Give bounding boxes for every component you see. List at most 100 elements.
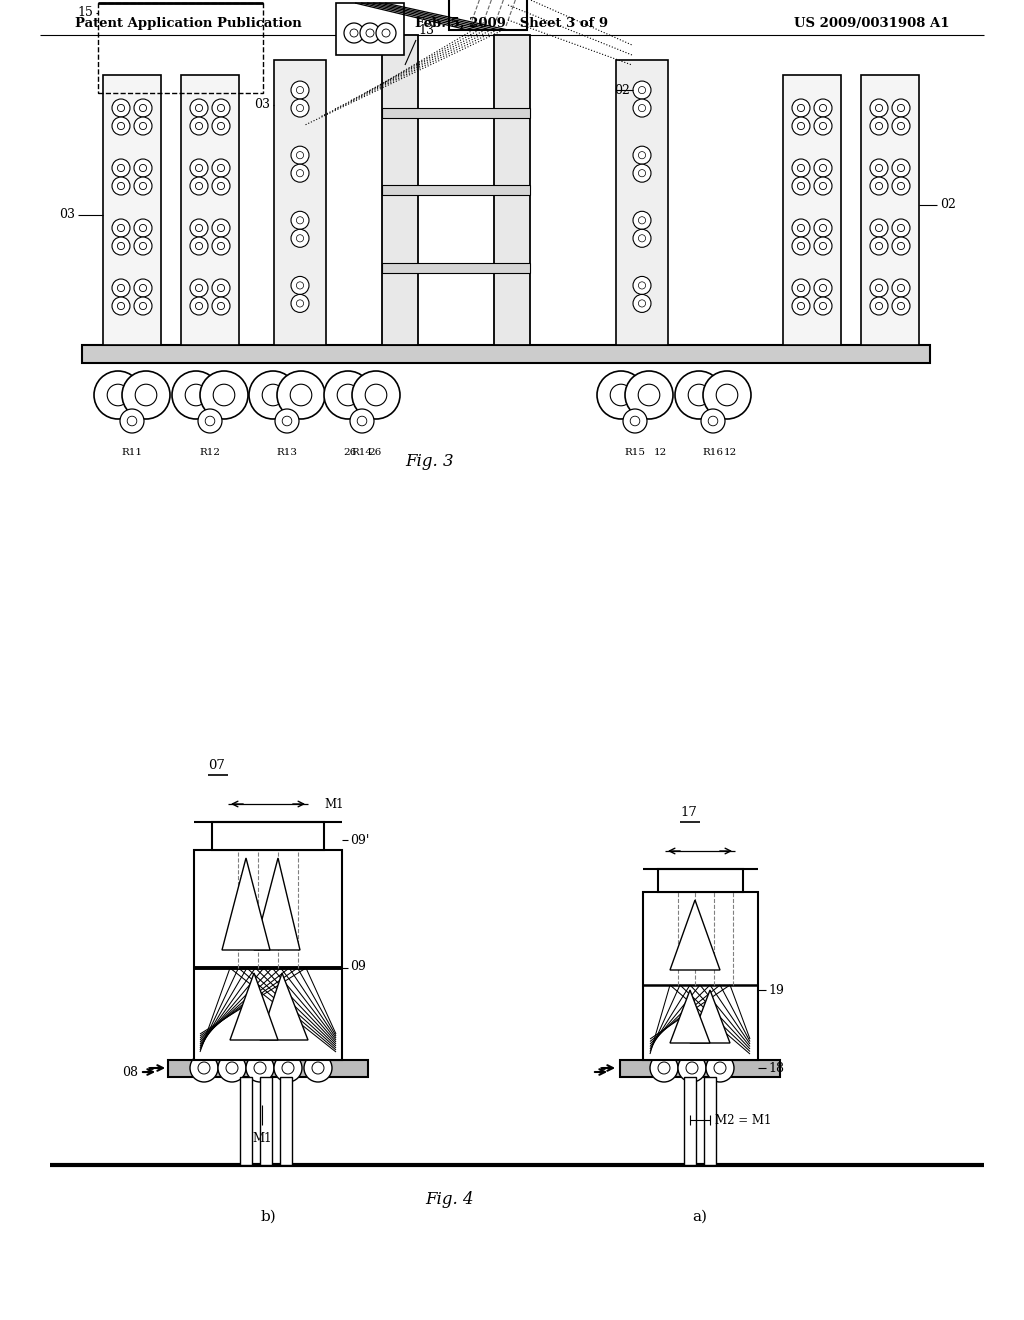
Text: 15: 15 [77,7,93,20]
Bar [274,59,326,345]
Circle shape [650,1053,678,1082]
Circle shape [134,238,152,255]
Circle shape [135,384,157,405]
Circle shape [226,1063,238,1074]
Text: 02: 02 [614,83,630,96]
Circle shape [876,224,883,231]
Text: Patent Application Publication: Patent Application Publication [75,16,302,29]
Text: R15: R15 [625,447,645,457]
Circle shape [897,123,904,129]
Circle shape [678,1053,706,1082]
Circle shape [254,1063,266,1074]
Circle shape [638,216,645,224]
Circle shape [814,238,831,255]
Circle shape [196,182,203,190]
Circle shape [172,371,220,418]
Text: a): a) [692,1210,708,1224]
Circle shape [112,99,130,117]
Circle shape [139,182,146,190]
Circle shape [139,284,146,292]
Circle shape [112,219,130,238]
Circle shape [897,104,904,112]
Circle shape [246,1053,274,1082]
Circle shape [892,158,910,177]
Circle shape [190,279,208,297]
Circle shape [633,147,651,164]
Circle shape [212,238,230,255]
Circle shape [876,165,883,172]
Circle shape [597,371,645,418]
Circle shape [870,279,888,297]
Bar [212,822,324,850]
Circle shape [291,276,309,294]
Circle shape [196,302,203,310]
Circle shape [296,235,303,242]
Circle shape [190,297,208,315]
Circle shape [217,104,224,112]
Circle shape [185,384,207,405]
Circle shape [892,117,910,135]
Circle shape [350,29,358,37]
Circle shape [324,371,372,418]
Circle shape [291,230,309,247]
Bar [280,1077,292,1166]
Circle shape [118,182,125,190]
Circle shape [876,182,883,190]
Circle shape [139,123,146,129]
Circle shape [118,224,125,231]
Circle shape [633,276,651,294]
Circle shape [792,177,810,195]
Bar [98,3,263,92]
Circle shape [798,104,805,112]
Circle shape [633,230,651,247]
Bar [616,59,668,345]
Circle shape [686,1063,698,1074]
Circle shape [139,302,146,310]
Circle shape [638,152,645,158]
Circle shape [112,177,130,195]
Circle shape [633,99,651,117]
Circle shape [633,81,651,99]
Circle shape [870,297,888,315]
Circle shape [350,409,374,433]
Circle shape [792,279,810,297]
Circle shape [196,165,203,172]
Text: 12: 12 [653,447,667,457]
Circle shape [819,165,826,172]
Circle shape [212,158,230,177]
Text: US 2009/0031908 A1: US 2009/0031908 A1 [795,16,950,29]
Circle shape [876,123,883,129]
Circle shape [703,371,751,418]
Circle shape [118,165,125,172]
Circle shape [198,409,222,433]
Circle shape [291,164,309,182]
Circle shape [630,416,640,426]
Circle shape [798,182,805,190]
Bar [382,107,530,117]
Circle shape [625,371,673,418]
Circle shape [290,384,311,405]
Circle shape [638,87,645,94]
Bar [103,75,161,345]
Circle shape [139,104,146,112]
Circle shape [291,294,309,313]
Text: 07: 07 [208,759,225,772]
Circle shape [190,238,208,255]
Circle shape [118,104,125,112]
Circle shape [792,238,810,255]
Circle shape [892,238,910,255]
Text: Feb. 5, 2009   Sheet 3 of 9: Feb. 5, 2009 Sheet 3 of 9 [416,16,608,29]
Circle shape [814,297,831,315]
Circle shape [134,99,152,117]
Bar [705,1077,716,1166]
Circle shape [212,279,230,297]
Text: M1: M1 [252,1133,271,1144]
Circle shape [892,99,910,117]
Circle shape [200,371,248,418]
Circle shape [118,302,125,310]
Text: R13: R13 [276,447,298,457]
Bar [449,0,527,30]
Circle shape [633,211,651,230]
Circle shape [134,177,152,195]
Circle shape [819,243,826,249]
